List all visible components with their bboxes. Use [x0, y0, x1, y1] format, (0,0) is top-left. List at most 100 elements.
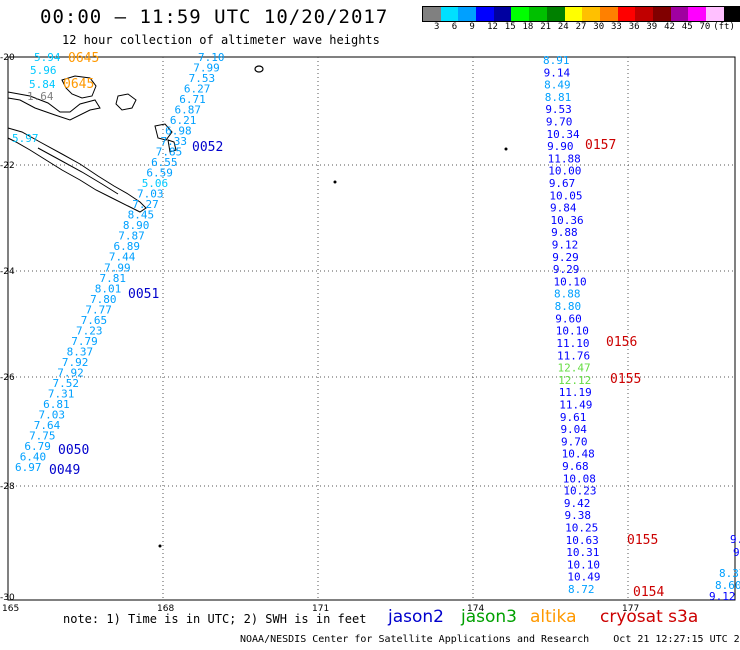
track-value: 11.10 — [556, 337, 589, 350]
page-subtitle: 12 hour collection of altimeter wave hei… — [62, 33, 380, 47]
track-value: 6.40 — [20, 450, 46, 463]
lon-tick-label: 177 — [622, 604, 639, 614]
track-value: 5.97 — [12, 132, 39, 145]
track-value: 7.23 — [76, 324, 103, 337]
legend-label: 3 — [434, 22, 440, 32]
coastline — [37, 147, 119, 195]
time-label: 0155 — [610, 372, 641, 387]
coastline — [115, 93, 137, 111]
legend-label: 9 — [469, 22, 475, 32]
track-value: 12.12 — [558, 374, 591, 387]
track-value: 9.70 — [561, 435, 588, 448]
track-value: 10.48 — [562, 448, 595, 461]
legend-swatch — [723, 7, 740, 21]
track-value: 10.25 — [565, 521, 598, 534]
track-value: 9.70 — [546, 116, 573, 129]
track-value: 6.27 — [184, 83, 211, 96]
island — [158, 544, 162, 548]
page-title: 00:00 – 11:59 UTC 10/20/2017 — [40, 6, 389, 28]
track-value: 5.84 — [29, 78, 56, 91]
track-value: 7.44 — [109, 251, 136, 264]
track-value: 9.29 — [552, 251, 579, 264]
track-value: 10.63 — [566, 534, 599, 547]
track-value: 7.65 — [81, 314, 108, 327]
track-value: 9.84 — [550, 202, 577, 215]
map-frame — [7, 56, 736, 601]
track-value: 6.59 — [146, 167, 173, 180]
track-value: 7.80 — [90, 293, 117, 306]
track-value: 9.53 — [545, 103, 572, 116]
track-value: 9.29 — [553, 263, 580, 276]
track-value: 7.92 — [62, 356, 89, 369]
satellite-label-cryosat: cryosat s3a — [600, 607, 699, 627]
track-value: 6.71 — [179, 93, 206, 106]
island — [504, 147, 508, 151]
legend-swatch — [511, 7, 530, 21]
track-value: 9.12 — [709, 590, 736, 603]
track-value: 8.91 — [543, 54, 570, 67]
lon-tick-label: 171 — [312, 604, 329, 614]
track-value: 6.21 — [170, 114, 197, 127]
lon-tick-label: 168 — [157, 604, 174, 614]
track-value: 9.04 — [560, 423, 587, 436]
track-value: 11.88 — [548, 152, 581, 165]
track-value: 10.00 — [548, 165, 581, 178]
coastline — [167, 139, 177, 153]
track-value: 7.87 — [118, 230, 145, 243]
coastline — [7, 127, 147, 213]
track-value: 6.87 — [175, 104, 202, 117]
track-value: 10.31 — [566, 546, 599, 559]
legend-swatch — [440, 7, 459, 21]
track-value: 9.88 — [551, 226, 578, 239]
track-value: 7.99 — [193, 62, 220, 75]
lat-tick-label: -24 — [0, 267, 15, 277]
legend-label: 45 — [681, 22, 693, 32]
track-value: 9. — [730, 533, 740, 546]
track-value: 7.77 — [85, 303, 112, 316]
legend-label: 24 — [557, 22, 569, 32]
track-value: 10.10 — [556, 325, 589, 338]
time-label: 0051 — [128, 287, 159, 302]
track-value: 9.14 — [544, 66, 571, 79]
time-label: 0154 — [633, 585, 664, 600]
footer-note: note: 1) Time is in UTC; 2) SWH is in fe… — [63, 612, 367, 626]
map-grid — [7, 56, 736, 601]
track-value: 9.61 — [560, 411, 587, 424]
track-value: 7.31 — [48, 387, 75, 400]
track-value: 10.05 — [549, 189, 582, 202]
legend-swatch — [529, 7, 547, 21]
time-label: 0049 — [49, 463, 80, 478]
legend-label: (ft) — [713, 22, 735, 32]
time-label: 0052 — [192, 140, 223, 155]
track-value: 10.36 — [551, 214, 584, 227]
legend-swatch — [706, 7, 724, 21]
track-value: 6.55 — [151, 156, 178, 169]
satellite-label-jason3: jason3 — [461, 607, 517, 627]
legend-label: 42 — [664, 22, 675, 32]
lat-tick-label: -22 — [0, 161, 15, 171]
track-value: 7.64 — [34, 419, 61, 432]
coastline — [61, 75, 97, 99]
track-value: 6.97 — [15, 461, 42, 474]
track-value: 10.08 — [563, 472, 596, 485]
track-value: 10.10 — [553, 275, 586, 288]
track-value: 10.49 — [567, 571, 600, 584]
track-value: 7.53 — [189, 72, 216, 85]
track-value: 6.89 — [114, 240, 140, 253]
track-value: 8.90 — [123, 219, 150, 232]
track-value: 8.81 — [545, 91, 572, 104]
legend-label: 39 — [646, 22, 658, 32]
track-value: 8.60 — [715, 579, 740, 592]
legend-label: 12 — [487, 22, 498, 32]
track-value: 9. — [733, 546, 740, 559]
track-value: 7.81 — [99, 272, 126, 285]
coastline — [154, 123, 173, 141]
track-value: 10.23 — [563, 485, 596, 498]
legend-swatch — [582, 7, 600, 21]
legend-swatch — [652, 7, 671, 21]
credit-line: NOAA/NESDIS Center for Satellite Applica… — [240, 634, 740, 645]
island — [333, 180, 337, 184]
lat-tick-label: -28 — [0, 482, 15, 492]
track-values: 5.945.965.841.645.977.107.997.536.276.71… — [12, 51, 740, 603]
